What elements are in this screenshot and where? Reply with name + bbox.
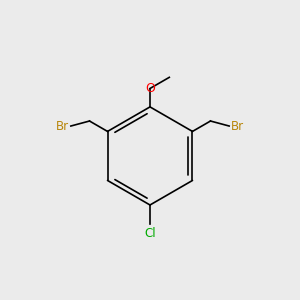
Text: Cl: Cl <box>144 227 156 240</box>
Text: Br: Br <box>231 119 244 133</box>
Text: Br: Br <box>56 119 69 133</box>
Text: O: O <box>145 82 155 95</box>
